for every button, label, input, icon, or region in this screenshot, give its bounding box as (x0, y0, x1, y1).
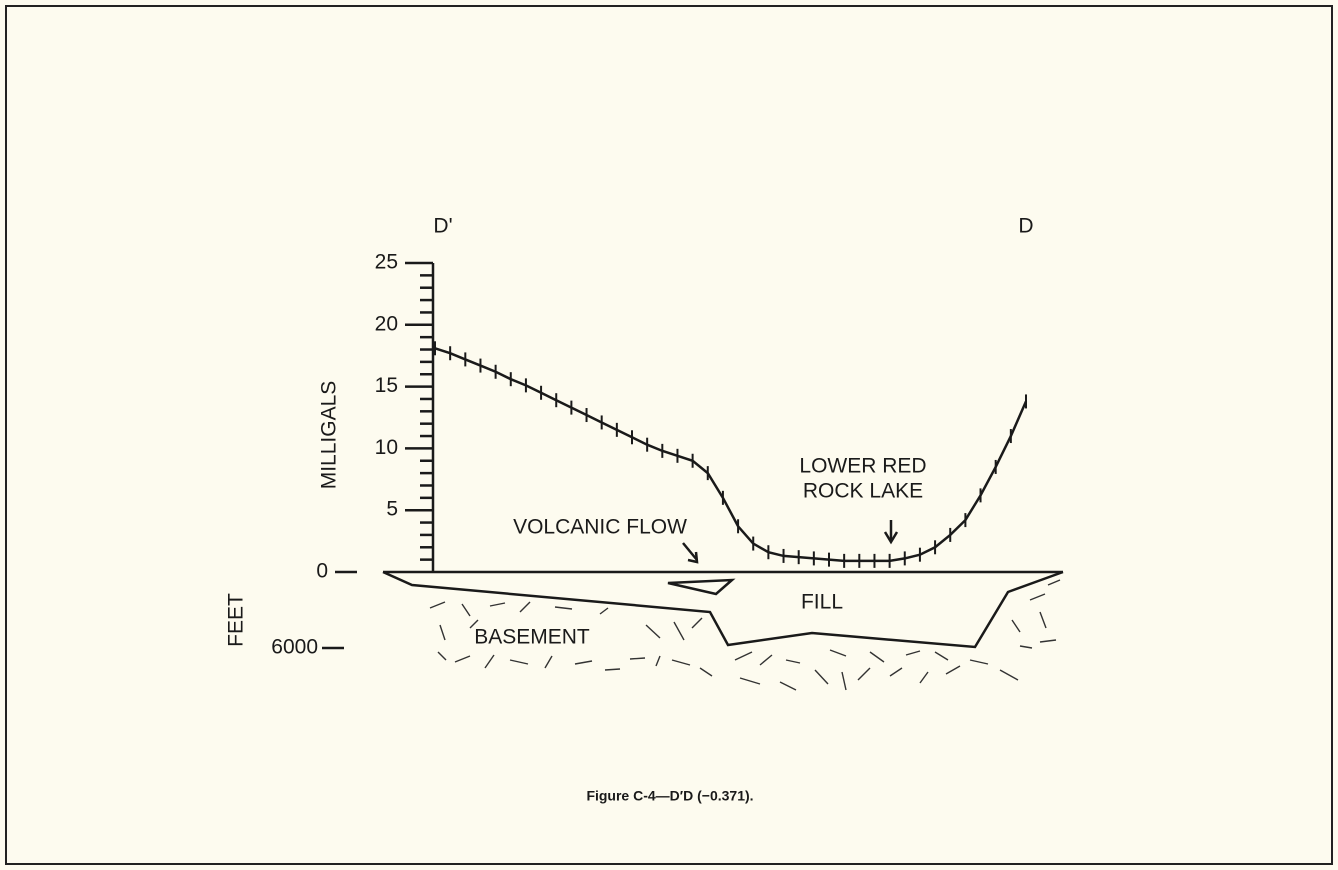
y-tick-label: 0 (316, 560, 328, 583)
y-tick-label: 5 (386, 498, 398, 521)
frame (5, 5, 1333, 865)
annotation: BASEMENT (474, 626, 590, 649)
annotation: VOLCANIC FLOW (513, 516, 687, 539)
y-axis-title: MILLIGALS (318, 381, 341, 490)
annotation: LOWER RED (799, 455, 926, 478)
depth-tick-label: 6000 (271, 636, 318, 659)
volcanic-flow-body (667, 578, 736, 596)
y-tick-label: 25 (375, 251, 398, 274)
arrow-head (687, 551, 699, 564)
gravity-profile (434, 347, 1028, 563)
arrow-head (883, 531, 899, 545)
profile-end-label: D' (433, 215, 452, 238)
arrow (682, 542, 698, 561)
depth-axis-title: FEET (225, 593, 248, 647)
caption: Figure C-4—D′D (−0.371). (586, 788, 753, 804)
annotation: ROCK LAKE (803, 480, 923, 503)
fill-outline (382, 570, 1064, 649)
y-tick-label: 15 (375, 374, 398, 397)
y-tick-label: 10 (375, 436, 398, 459)
y-tick-label: 20 (375, 312, 398, 335)
annotation: FILL (801, 591, 843, 614)
profile-end-label: D (1018, 215, 1033, 238)
basement-hatching (429, 579, 1061, 691)
